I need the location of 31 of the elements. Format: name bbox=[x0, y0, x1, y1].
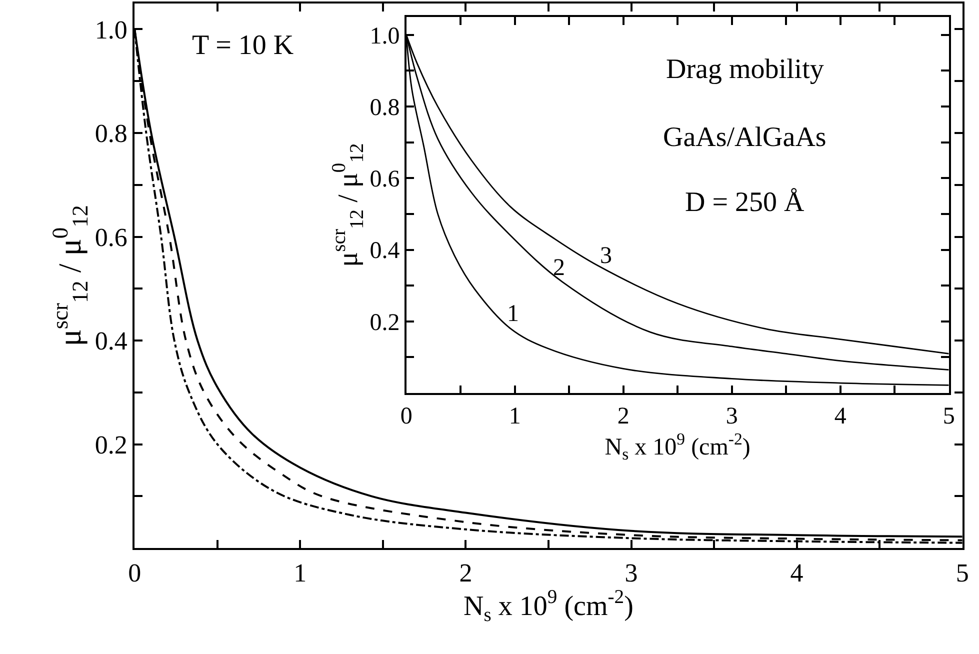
y-tick-label: 0.2 bbox=[370, 310, 400, 336]
annotation: 1 bbox=[507, 301, 519, 327]
annotation: Drag mobility bbox=[666, 54, 824, 85]
x-tick-label: 5 bbox=[956, 558, 969, 588]
x-tick-label: 1 bbox=[294, 558, 307, 588]
x-tick-label: 3 bbox=[624, 558, 638, 588]
annotation: 2 bbox=[553, 255, 565, 281]
x-axis-title: N$_{s}$ x 10$^{9}$ (cm$^{-2}$) bbox=[464, 587, 634, 626]
y-tick-label: 0.8 bbox=[370, 94, 400, 121]
y-tick-label: 0.4 bbox=[370, 238, 400, 264]
y-tick-label: 0.8 bbox=[94, 119, 128, 148]
x-axis-title: N$_{s}$ x 10$^{9}$ (cm$^{-2}$) bbox=[604, 430, 750, 464]
x-tick-label: 5 bbox=[942, 404, 955, 430]
x-tick-label: 0 bbox=[128, 558, 142, 588]
x-tick-label: 0 bbox=[400, 404, 412, 430]
y-tick-label: 0.2 bbox=[94, 430, 128, 460]
annotation: D = 250 Å bbox=[685, 187, 806, 218]
x-tick-label: 2 bbox=[459, 558, 472, 588]
x-tick-label: 2 bbox=[617, 404, 630, 430]
text: 1.0 bbox=[94, 15, 128, 44]
x-tick-label: 3 bbox=[726, 404, 738, 430]
text: 1.0 bbox=[370, 23, 400, 50]
y-tick-label: 0.6 bbox=[94, 222, 128, 252]
x-tick-label: 1 bbox=[508, 404, 521, 430]
x-tick-label: 4 bbox=[790, 558, 804, 588]
annotation: T = 10 K bbox=[192, 30, 294, 61]
y-tick-label: 0.6 bbox=[370, 166, 400, 193]
annotation: GaAs/AlGaAs bbox=[663, 122, 826, 153]
annotation: 3 bbox=[600, 243, 612, 269]
x-tick-label: 4 bbox=[834, 404, 846, 430]
y-tick-label: 0.4 bbox=[94, 326, 128, 356]
